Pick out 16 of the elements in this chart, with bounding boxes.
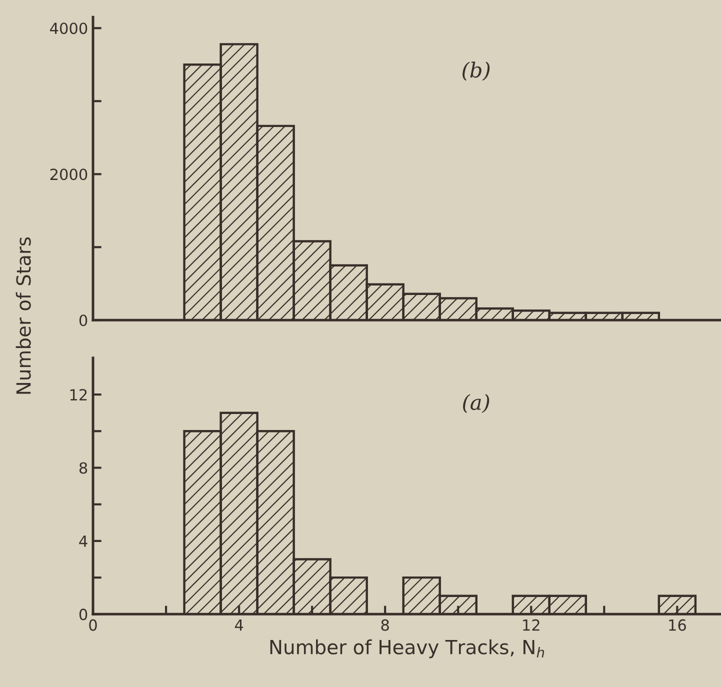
x-tick-label: 16 xyxy=(669,619,686,631)
annotation: (b) xyxy=(462,62,490,81)
y-tick-label: 2000 xyxy=(50,168,88,180)
y-tick-label: 0 xyxy=(79,608,88,620)
x-tick-label: 4 xyxy=(234,620,244,631)
x-tick-label: 12 xyxy=(523,619,540,631)
x-tick-label: 0 xyxy=(89,619,97,631)
y-tick-label: 4000 xyxy=(50,22,88,34)
y-axis-title: Number of Stars xyxy=(16,237,31,394)
y-tick-label: 4 xyxy=(79,536,88,547)
y-tick-label: 8 xyxy=(79,462,88,474)
annotation: (a) xyxy=(463,394,490,414)
x-axis-title: Number of Heavy Tracks, N$_{h}$ xyxy=(270,639,544,658)
y-tick-label: 0 xyxy=(79,314,88,326)
x-tick-label: 8 xyxy=(381,619,389,631)
y-tick-label: 12 xyxy=(70,389,87,400)
